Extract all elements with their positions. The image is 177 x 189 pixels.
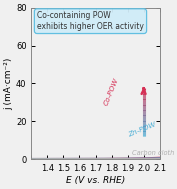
Text: Co-containing POW
exhibits higher OER activity: Co-containing POW exhibits higher OER ac…	[37, 12, 144, 31]
Text: Carbon cloth: Carbon cloth	[132, 150, 175, 156]
X-axis label: E (V vs. RHE): E (V vs. RHE)	[66, 176, 125, 185]
Y-axis label: j (mA·cm⁻²): j (mA·cm⁻²)	[4, 57, 13, 110]
Text: Co-POW: Co-POW	[104, 77, 120, 106]
Text: Zn-POW: Zn-POW	[128, 122, 157, 138]
